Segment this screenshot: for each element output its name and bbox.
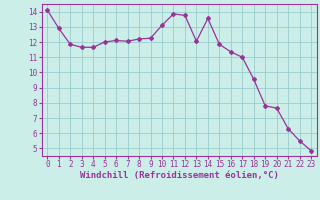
X-axis label: Windchill (Refroidissement éolien,°C): Windchill (Refroidissement éolien,°C)	[80, 171, 279, 180]
